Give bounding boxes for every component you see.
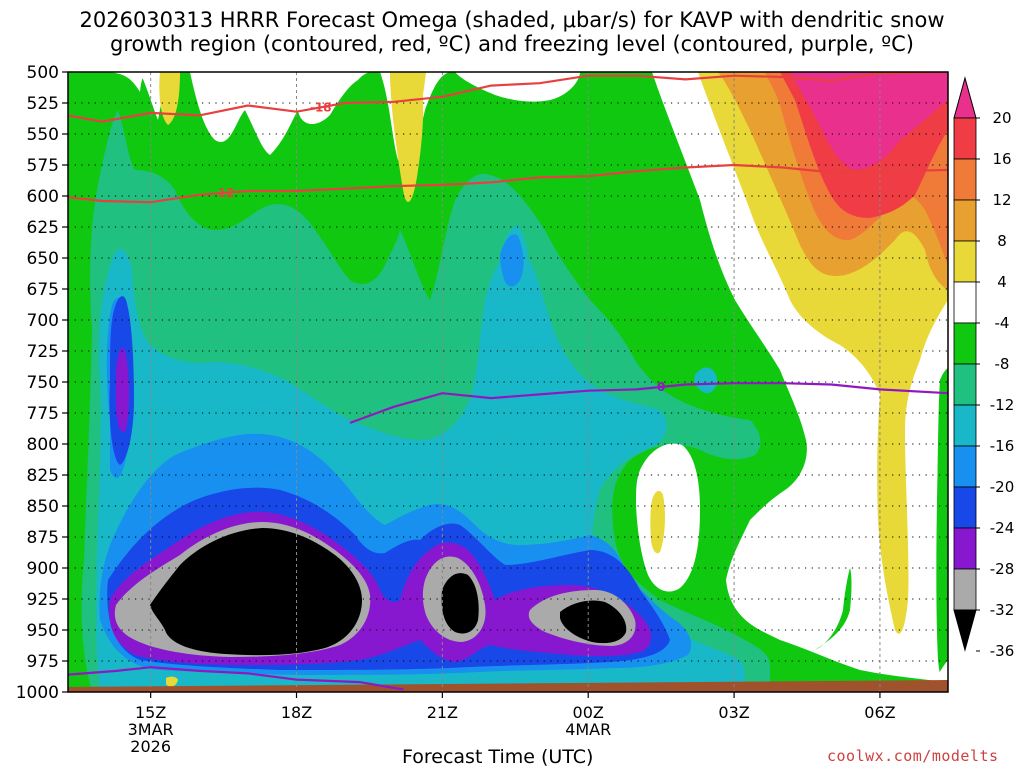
y-tick-label: 500 bbox=[27, 63, 59, 83]
colorbar-segment bbox=[953, 281, 977, 324]
colorbar-label: -28 bbox=[990, 560, 1015, 578]
y-tick-label: 675 bbox=[27, 280, 59, 300]
x-tick-label: 18Z bbox=[281, 703, 312, 722]
y-tick-label: 700 bbox=[27, 311, 59, 331]
y-axis: 500 525 550 575 600 625 650 675 700 725 750 775 800 8… bbox=[16, 63, 68, 703]
y-tick-label: 775 bbox=[27, 404, 59, 424]
y-tick-label: 625 bbox=[27, 218, 59, 238]
x-axis-title: Forecast Time (UTC) bbox=[402, 746, 594, 768]
colorbar-label: -32 bbox=[990, 601, 1015, 619]
colorbar-label: -12 bbox=[990, 396, 1015, 414]
colorbar-bottom-arrow bbox=[953, 609, 977, 652]
colorbar-label: -24 bbox=[990, 519, 1015, 537]
y-tick-label: 825 bbox=[27, 466, 59, 486]
y-tick-label: 650 bbox=[27, 249, 59, 269]
colorbar-label: 8 bbox=[997, 232, 1007, 250]
omega-region-purple bbox=[116, 347, 129, 432]
colorbar-segment bbox=[953, 527, 977, 570]
colorbar-segment bbox=[953, 363, 977, 406]
chart-title-line1: 2026030313 HRRR Forecast Omega (shaded, … bbox=[79, 8, 945, 32]
y-tick-label: 550 bbox=[27, 125, 59, 145]
x-tick-label: 3MAR bbox=[128, 720, 174, 739]
colorbar-segment bbox=[953, 117, 977, 160]
y-tick-label: 875 bbox=[27, 528, 59, 548]
colorbar-segment bbox=[953, 158, 977, 201]
x-tick-label: 2026 bbox=[130, 737, 171, 756]
colorbar-label: -8 bbox=[995, 355, 1010, 373]
colorbar-top-arrow bbox=[953, 76, 977, 119]
colorbar-label: -16 bbox=[990, 437, 1015, 455]
credit-link[interactable]: coolwx.com/modelts bbox=[827, 747, 999, 765]
x-tick-label: 00Z bbox=[573, 703, 604, 722]
x-tick-label: 4MAR bbox=[565, 720, 611, 739]
contour-label-dgz_-12: -12 bbox=[213, 186, 235, 200]
colorbar-label: 20 bbox=[992, 109, 1011, 127]
y-tick-label: 600 bbox=[27, 187, 59, 207]
contour-freezing_0_upper bbox=[349, 382, 948, 424]
x-tick-label: 06Z bbox=[864, 703, 895, 722]
y-tick-label: 900 bbox=[27, 559, 59, 579]
y-tick-label: 525 bbox=[27, 94, 59, 114]
y-tick-label: 725 bbox=[27, 342, 59, 362]
colorbar-segment bbox=[953, 486, 977, 529]
y-tick-label: 800 bbox=[27, 435, 59, 455]
colorbar: 20 16 12 8 4 -4 -8 -12 -16 -20 -24 -28 -32 -36 bbox=[953, 76, 1015, 660]
colorbar-segment bbox=[953, 568, 977, 611]
contour-label-freezing_0_upper: 0 bbox=[657, 380, 665, 394]
x-tick-label: 15Z bbox=[135, 703, 166, 722]
colorbar-label: 16 bbox=[992, 150, 1011, 168]
x-tick-label: 03Z bbox=[718, 703, 749, 722]
colorbar-segment bbox=[953, 404, 977, 447]
colorbar-segment bbox=[953, 322, 977, 365]
colorbar-segment bbox=[953, 199, 977, 242]
colorbar-label: -20 bbox=[990, 478, 1015, 496]
y-tick-label: 1000 bbox=[16, 683, 59, 703]
y-tick-label: 950 bbox=[27, 621, 59, 641]
contour-freezing_0 bbox=[68, 666, 404, 691]
contour-dgz_-18 bbox=[68, 72, 948, 123]
omega-shading bbox=[68, 72, 948, 692]
chart-title-line2: growth region (contoured, red, ºC) and f… bbox=[110, 32, 914, 56]
y-tick-label: 975 bbox=[27, 652, 59, 672]
omega-region-magenta bbox=[790, 72, 948, 170]
colorbar-segment bbox=[953, 240, 977, 283]
colorbar-label: -4 bbox=[995, 314, 1010, 332]
y-tick-label: 575 bbox=[27, 156, 59, 176]
colorbar-segment bbox=[953, 445, 977, 488]
dgz-contours: -18 -12 0 bbox=[68, 72, 948, 691]
colorbar-label: 4 bbox=[997, 273, 1007, 291]
ground-strip bbox=[68, 680, 948, 692]
contour-dgz_-12 bbox=[68, 163, 948, 204]
omega-region-black bbox=[150, 528, 362, 656]
contour-label-dgz_-18: -18 bbox=[310, 100, 332, 114]
y-tick-label: 850 bbox=[27, 497, 59, 517]
y-tick-label: 750 bbox=[27, 373, 59, 393]
x-tick-label: 21Z bbox=[427, 703, 458, 722]
y-tick-label: 925 bbox=[27, 590, 59, 610]
colorbar-label: -36 bbox=[990, 642, 1015, 660]
colorbar-label: 12 bbox=[992, 191, 1011, 209]
